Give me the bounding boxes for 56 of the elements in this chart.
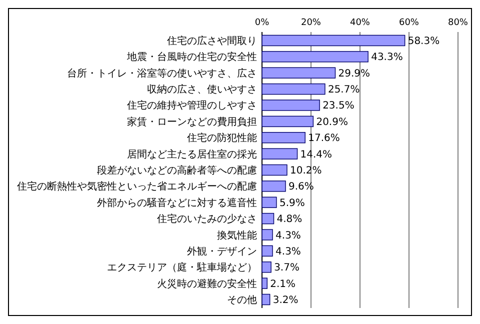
data-label: 3.2%	[272, 295, 298, 306]
y-tick-label: 住宅の防犯性能	[187, 132, 257, 144]
x-tick-label: 20%	[300, 18, 322, 28]
y-tick-label: 居間など主たる居住室の採光	[127, 148, 257, 160]
y-tick-label: 家賃・ローンなどの費用負担	[127, 116, 257, 128]
x-tick-label: 60%	[398, 18, 420, 28]
y-tick-label: 外観・デザイン	[187, 246, 257, 258]
bar	[262, 278, 268, 289]
data-label: 29.9%	[338, 68, 370, 80]
bar	[262, 51, 368, 62]
bar	[262, 34, 406, 46]
data-label: 9.6%	[288, 182, 314, 193]
bar	[262, 229, 273, 240]
bar	[262, 245, 273, 257]
y-tick-label: 台所・トイレ・浴室等の使いやすさ、広さ	[67, 67, 257, 80]
data-label: 43.3%	[371, 52, 403, 64]
x-tick-label: 80%	[448, 18, 468, 28]
y-tick-label: 住宅の維持や管理のしやすさ	[127, 100, 257, 112]
y-tick-label: 住宅の断熱性や気密性といった省エネルギーへの配慮	[17, 180, 257, 193]
y-tick-label: 換気性能	[217, 229, 257, 242]
bar	[262, 262, 272, 273]
y-tick-label: 外部からの騒音などに対する遮音性	[97, 196, 257, 209]
x-tick-label: 40%	[350, 18, 370, 28]
data-label: 3.7%	[274, 262, 300, 274]
data-label: 58.3%	[408, 36, 440, 47]
data-label: 14.4%	[300, 149, 332, 160]
bar	[262, 180, 286, 192]
y-tick-label: エクステリア（庭・駐車場など）	[107, 262, 257, 274]
bar	[262, 294, 270, 306]
y-tick-label: 段差がないなどの高齢者等への配慮	[97, 164, 257, 176]
data-label: 4.8%	[276, 214, 302, 226]
data-label: 25.7%	[328, 84, 360, 96]
bar	[262, 132, 306, 144]
data-label: 2.1%	[270, 278, 296, 290]
bar	[262, 116, 314, 128]
x-tick-label: 0%	[254, 18, 270, 28]
bar	[262, 212, 274, 224]
y-tick-label: 住宅のいたみの少なさ	[157, 213, 257, 226]
y-tick-label: 火災時の避難の安全性	[157, 278, 257, 290]
data-label: 4.3%	[276, 246, 301, 258]
data-label: 10.2%	[290, 166, 322, 176]
y-tick-label: 住宅の広さや間取り	[167, 35, 257, 47]
bar	[262, 83, 326, 95]
data-label: 20.9%	[316, 116, 348, 128]
data-label: 23.5%	[322, 100, 354, 112]
data-label: 4.3%	[276, 230, 301, 242]
data-label: 5.9%	[279, 198, 305, 209]
y-tick-label: 収納の広さ、使いやすさ	[147, 84, 257, 96]
bar	[262, 164, 288, 176]
data-label: 17.6%	[308, 133, 340, 144]
bar	[262, 67, 336, 78]
y-tick-label: その他	[227, 294, 257, 306]
bar	[262, 196, 277, 208]
bar	[262, 100, 320, 111]
bar	[262, 148, 298, 160]
y-tick-label: 地震・台風時の住宅の安全性	[126, 51, 257, 64]
